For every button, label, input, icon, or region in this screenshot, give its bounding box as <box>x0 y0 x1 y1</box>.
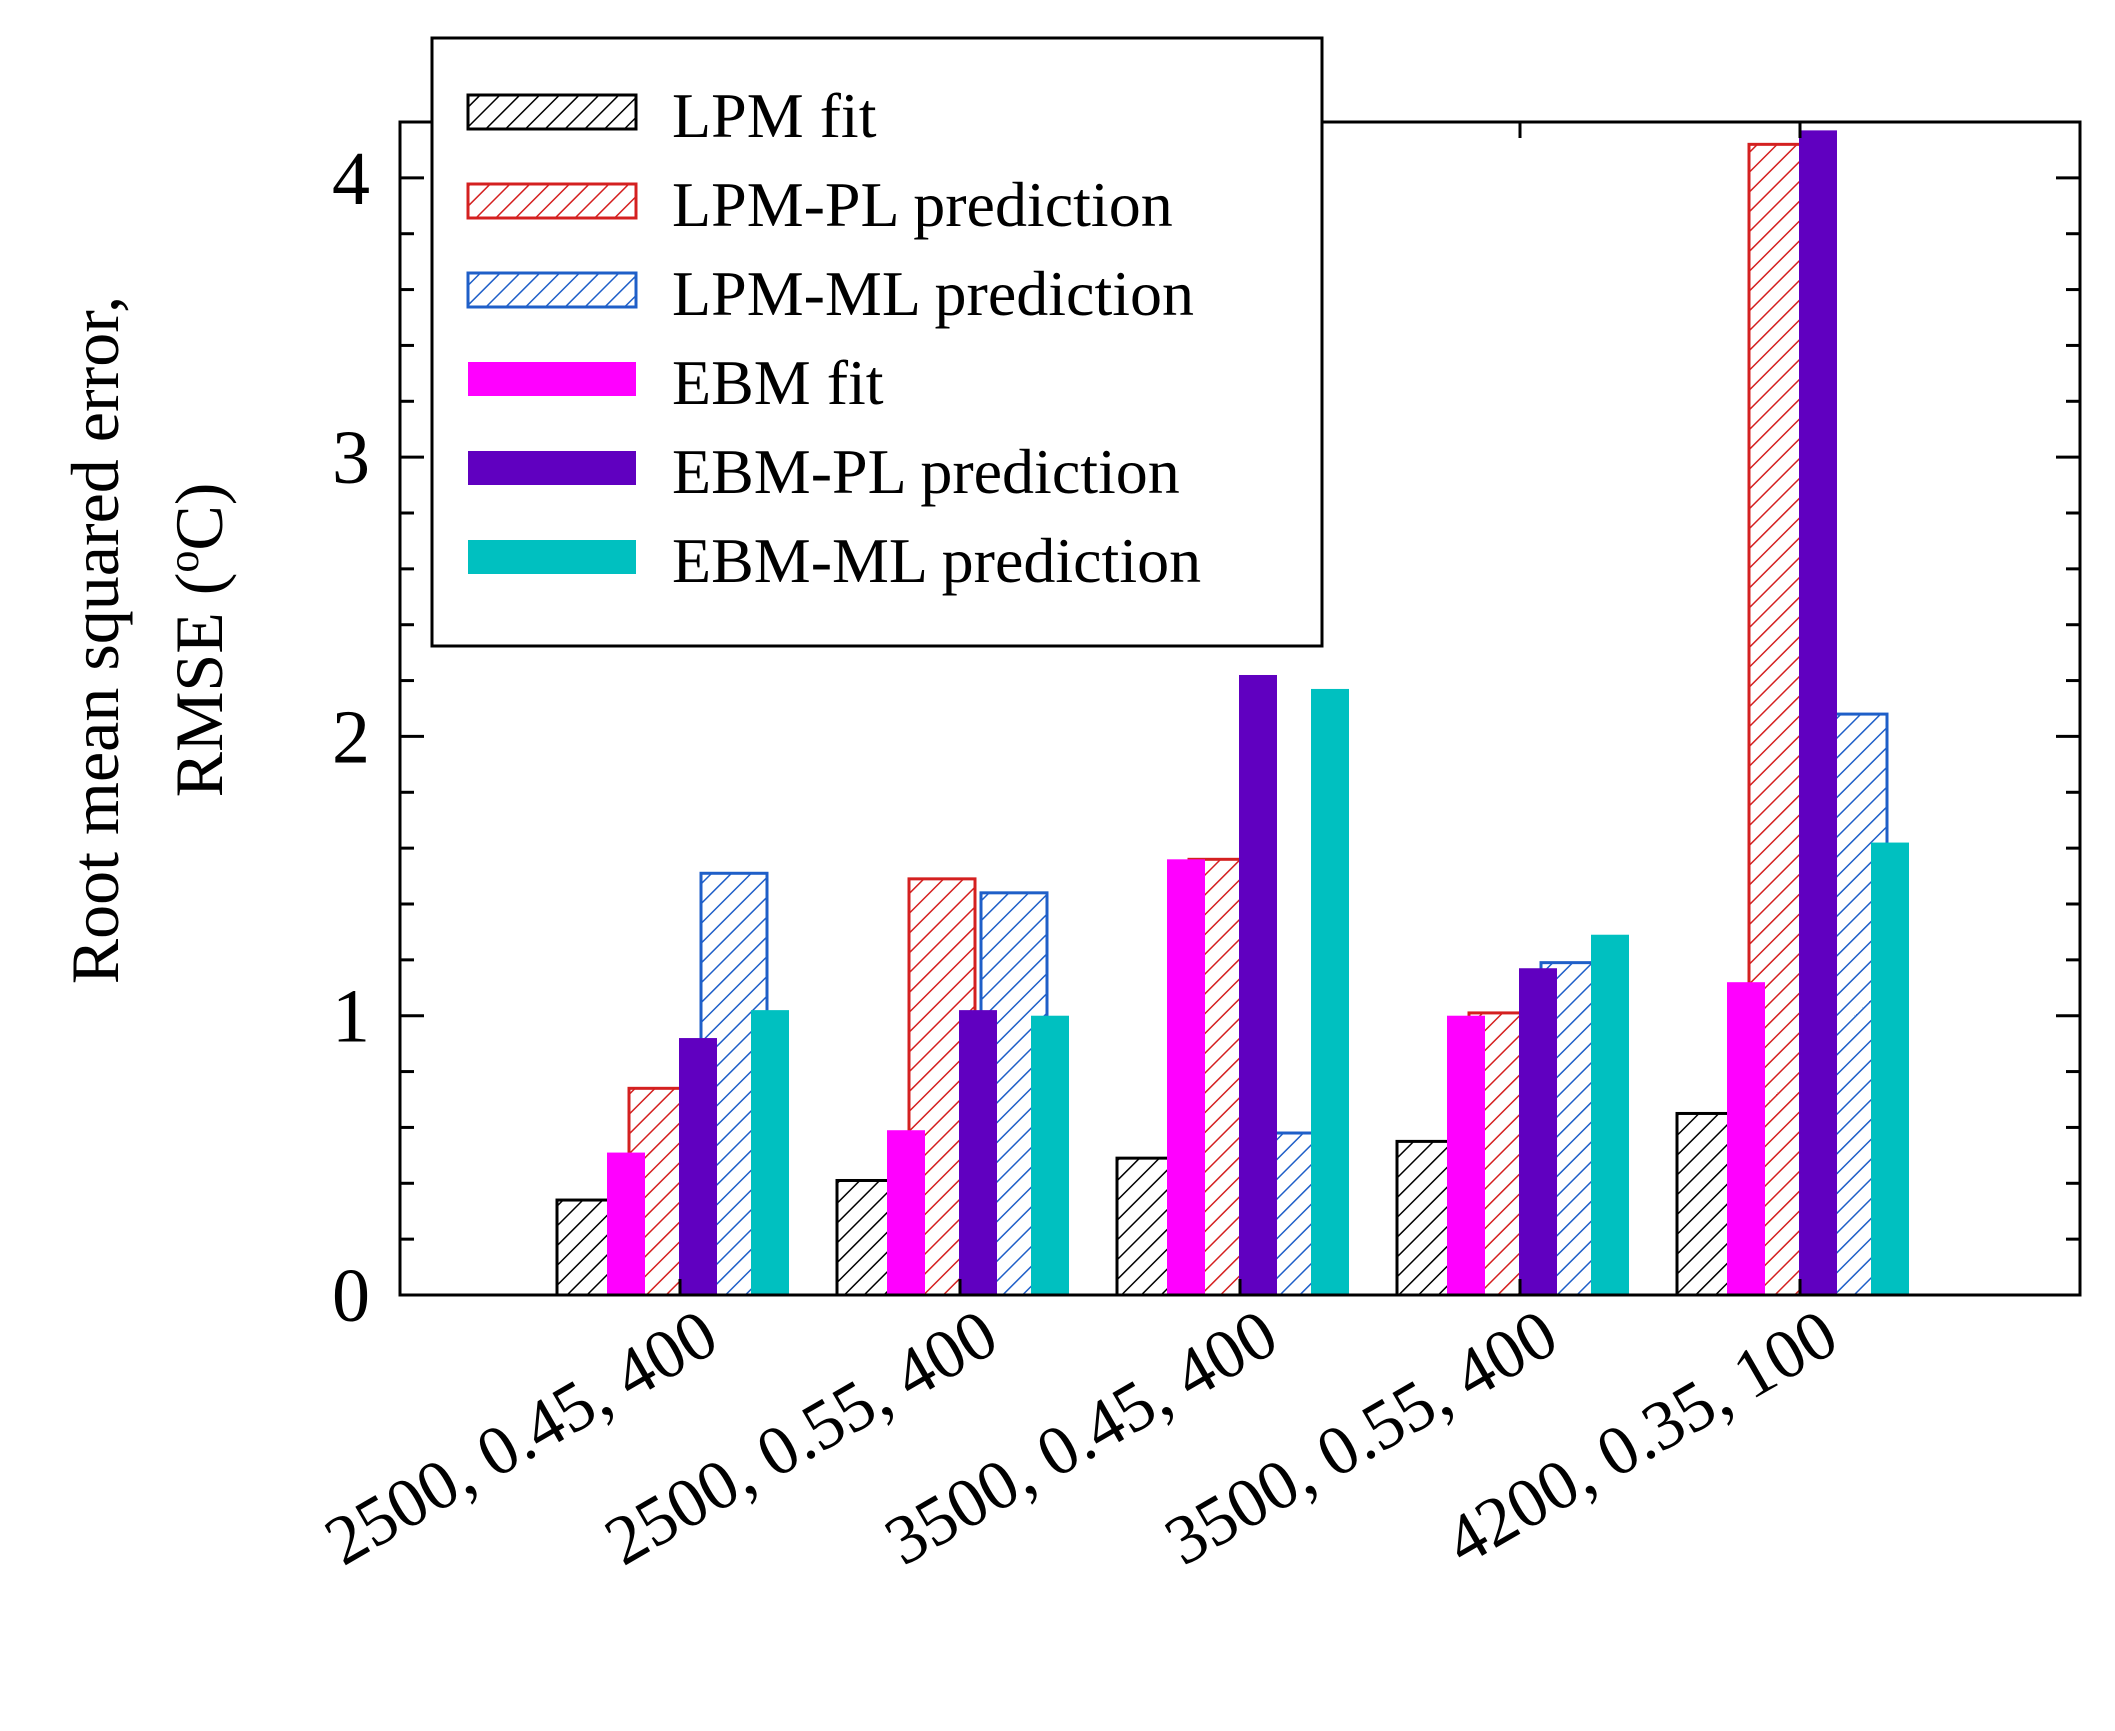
legend: LPM fit LPM-PL prediction LPM-ML predictio… <box>430 36 1324 648</box>
y-axis-label-prefix: RMSE ( <box>161 573 237 798</box>
bar-ebm-pl-prediction-4200-0-35-100 <box>1799 130 1837 1296</box>
y-tick-label: 0 <box>332 1254 370 1338</box>
legend-label: LPM-PL prediction <box>672 169 1173 240</box>
bar-ebm-fit-2500-0-45-400 <box>607 1152 645 1295</box>
y-tick-label: 3 <box>332 416 370 500</box>
y-tick-label: 4 <box>332 137 370 221</box>
bar-ebm-ml-prediction-3500-0-45-400 <box>1311 688 1349 1295</box>
legend-label: EBM-PL prediction <box>672 436 1180 507</box>
y-tick-label: 2 <box>332 695 370 779</box>
y-axis-label-suffix: C) <box>161 483 237 551</box>
legend-label: EBM fit <box>672 347 884 418</box>
bar-ebm-pl-prediction-3500-0-45-400 <box>1239 674 1277 1295</box>
legend-swatch-ebm-pl-prediction <box>468 451 636 485</box>
y-ticks: 0 1 2 3 4 <box>332 120 2080 1338</box>
legend-swatch-lpm-fit <box>466 93 638 131</box>
legend-label: LPM fit <box>672 80 877 151</box>
bar-ebm-fit-2500-0-55-400 <box>887 1130 925 1295</box>
legend-label: LPM-ML prediction <box>672 258 1194 329</box>
legend-swatch-ebm-fit <box>468 362 636 396</box>
bar-ebm-fit-4200-0-35-100 <box>1727 982 1765 1295</box>
bar-ebm-pl-prediction-3500-0-55-400 <box>1519 968 1557 1295</box>
y-axis-label-line2: RMSE (oC) <box>159 483 237 798</box>
y-axis-label-line1: Root mean squared error, <box>57 296 133 984</box>
bar-ebm-pl-prediction-2500-0-45-400 <box>679 1038 717 1295</box>
bar-ebm-ml-prediction-3500-0-55-400 <box>1591 934 1629 1295</box>
bar-ebm-ml-prediction-4200-0-35-100 <box>1871 842 1909 1295</box>
legend-swatch-ebm-ml-prediction <box>468 540 636 574</box>
legend-label: EBM-ML prediction <box>672 525 1201 596</box>
bars-layer <box>555 130 1909 1297</box>
legend-swatch-lpm-pl-prediction <box>466 182 638 220</box>
bar-ebm-pl-prediction-2500-0-55-400 <box>959 1010 997 1295</box>
bar-ebm-ml-prediction-2500-0-55-400 <box>1031 1015 1069 1295</box>
bar-ebm-fit-3500-0-45-400 <box>1167 859 1205 1295</box>
y-tick-label: 1 <box>332 975 370 1059</box>
bar-ebm-ml-prediction-2500-0-45-400 <box>751 1010 789 1295</box>
bar-ebm-fit-3500-0-55-400 <box>1447 1015 1485 1295</box>
y-axis-label-degree: o <box>159 551 208 573</box>
legend-swatch-lpm-ml-prediction <box>466 271 638 309</box>
